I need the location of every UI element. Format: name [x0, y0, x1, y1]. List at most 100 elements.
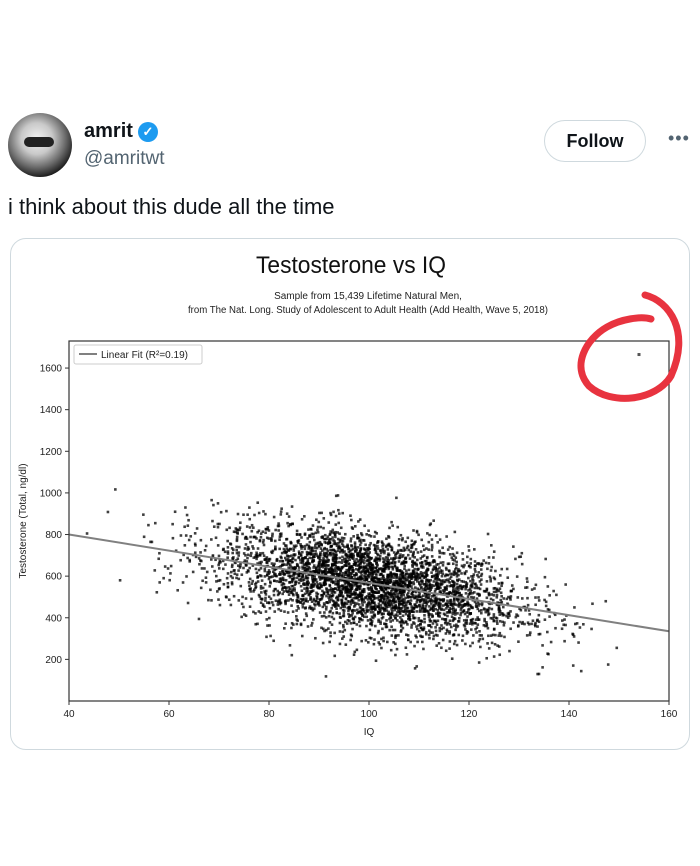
scatter-point — [395, 496, 398, 500]
scatter-point — [387, 581, 391, 584]
scatter-point — [309, 597, 313, 601]
follow-button[interactable]: Follow — [544, 120, 646, 162]
scatter-point — [213, 569, 216, 573]
scatter-point — [435, 582, 438, 586]
scatter-point — [290, 589, 294, 593]
tweet-image[interactable]: Testosterone vs IQ Sample from 15,439 Li… — [10, 238, 690, 750]
scatter-point — [451, 562, 455, 566]
scatter-point — [317, 575, 321, 579]
scatter-point — [301, 574, 305, 577]
scatter-point — [370, 623, 374, 627]
scatter-point — [279, 573, 282, 576]
scatter-point — [437, 578, 441, 581]
scatter-point — [475, 631, 478, 634]
scatter-point — [543, 598, 546, 602]
scatter-point — [412, 543, 415, 546]
scatter-point — [357, 563, 361, 567]
scatter-point — [290, 554, 293, 557]
scatter-point — [429, 625, 433, 629]
scatter-point — [308, 567, 312, 570]
scatter-point — [391, 584, 395, 587]
scatter-point — [424, 600, 428, 604]
scatter-point — [204, 581, 208, 584]
scatter-point — [409, 581, 413, 584]
scatter-point — [316, 528, 319, 532]
more-horizontal-icon[interactable]: ••• — [668, 128, 690, 148]
scatter-point — [380, 612, 384, 615]
scatter-point — [521, 620, 524, 624]
scatter-point — [432, 634, 436, 638]
scatter-point — [377, 567, 381, 571]
scatter-point — [403, 607, 407, 610]
scatter-point — [492, 556, 495, 559]
scatter-point — [459, 608, 463, 611]
scatter-point — [415, 564, 419, 567]
user-handle[interactable]: @amritwt — [84, 148, 165, 169]
scatter-point — [427, 633, 431, 637]
scatter-point — [457, 567, 460, 571]
scatter-point — [225, 509, 228, 513]
scatter-point — [497, 582, 501, 585]
scatter-point — [382, 612, 385, 616]
scatter-point — [382, 594, 386, 598]
scatter-point — [403, 574, 407, 577]
scatter-point — [443, 574, 447, 578]
scatter-point — [238, 528, 241, 532]
scatter-point — [413, 562, 417, 566]
scatter-point — [311, 608, 315, 612]
scatter-point — [349, 588, 352, 592]
scatter-point — [397, 537, 401, 541]
scatter-point — [289, 597, 292, 601]
scatter-point — [310, 589, 314, 593]
scatter-point — [235, 548, 238, 552]
scatter-point — [391, 605, 395, 609]
scatter-point — [444, 618, 447, 621]
scatter-point — [317, 568, 321, 572]
scatter-point — [475, 562, 479, 566]
scatter-point — [338, 612, 341, 615]
scatter-point — [426, 600, 430, 604]
scatter-point — [332, 563, 336, 566]
scatter-point — [369, 598, 373, 601]
scatter-point — [471, 621, 475, 624]
scatter-point — [373, 605, 376, 609]
scatter-point — [383, 586, 386, 589]
scatter-point — [335, 556, 339, 560]
scatter-point — [497, 645, 501, 648]
scatter-point — [298, 533, 302, 537]
scatter-point — [367, 588, 371, 591]
scatter-point — [490, 593, 494, 596]
scatter-point — [455, 551, 459, 555]
scatter-point — [258, 539, 262, 543]
scatter-point — [394, 552, 398, 556]
scatter-point — [247, 547, 251, 551]
scatter-point — [413, 575, 417, 579]
scatter-point — [328, 537, 331, 541]
avatar[interactable] — [8, 113, 72, 177]
scatter-point — [402, 562, 406, 565]
scatter-point — [464, 580, 468, 584]
display-name[interactable]: amrit ✓ — [84, 120, 158, 143]
scatter-point — [301, 605, 305, 609]
scatter-point — [479, 583, 483, 586]
scatter-point — [410, 546, 414, 549]
scatter-point — [382, 580, 385, 584]
scatter-point — [453, 611, 457, 614]
scatter-point — [361, 618, 364, 622]
scatter-point — [408, 616, 411, 619]
scatter-point — [358, 591, 362, 594]
scatter-point — [437, 586, 440, 589]
scatter-point — [341, 544, 345, 547]
scatter-point — [421, 555, 424, 558]
scatter-point — [368, 547, 372, 551]
scatter-point — [409, 596, 413, 599]
scatter-point — [379, 606, 383, 610]
scatter-point — [443, 613, 447, 617]
scatter-point — [328, 640, 331, 644]
scatter-point — [496, 601, 499, 604]
scatter-point — [493, 642, 497, 646]
scatter-point — [456, 624, 460, 628]
scatter-point — [355, 602, 359, 605]
scatter-point — [387, 574, 390, 578]
scatter-point — [361, 603, 364, 607]
